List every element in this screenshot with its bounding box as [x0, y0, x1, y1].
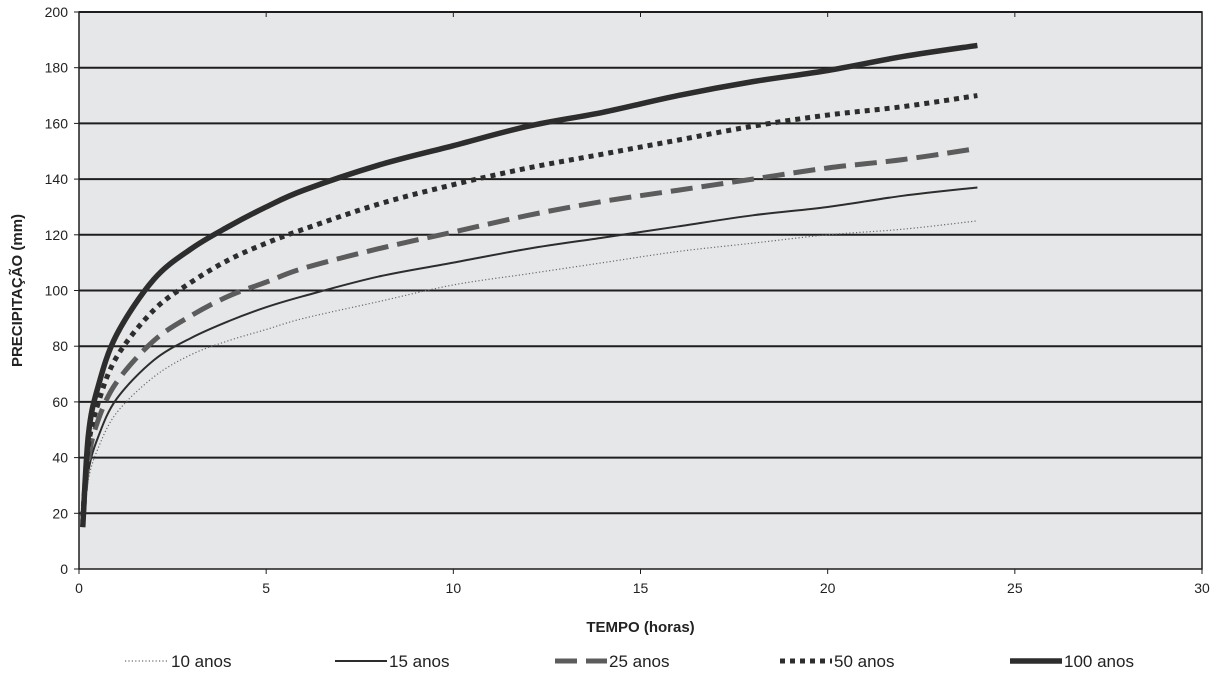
x-tick-label: 30: [1194, 580, 1210, 596]
x-tick-label: 25: [1007, 580, 1023, 596]
y-tick-label: 40: [52, 450, 68, 466]
y-tick-label: 80: [52, 338, 68, 354]
x-axis-title: TEMPO (horas): [586, 619, 694, 636]
series-line-3: [80, 145, 978, 522]
x-tick-label: 15: [633, 580, 649, 596]
x-tick-label: 20: [820, 580, 836, 596]
series-line-4: [80, 93, 978, 517]
series-layer: [79, 42, 978, 528]
series-line-5: [79, 42, 978, 528]
y-tick-label: 100: [45, 283, 69, 299]
x-tick-label: 5: [262, 580, 270, 596]
x-tick-label: 0: [75, 580, 83, 596]
tick-labels: 0 20 40 60 80 100 120 140 160 180 200 0 5 10 15 20 25 30: [45, 4, 1210, 596]
y-axis-title: PRECIPITAÇÃO (mm): [8, 214, 26, 367]
y-tick-label: 20: [52, 505, 68, 521]
y-tick-label: 180: [45, 60, 69, 76]
legend-label: 10 anos: [171, 652, 232, 671]
x-tick-label: 10: [446, 580, 462, 596]
legend-label: 15 anos: [389, 652, 450, 671]
y-tick-label: 160: [45, 115, 69, 131]
y-tick-label: 120: [45, 227, 69, 243]
legend: 10 anos 15 anos 25 anos 50 anos 100 anos: [125, 652, 1134, 671]
series-line-2: [81, 186, 978, 525]
y-tick-label: 0: [60, 561, 68, 577]
y-tick-label: 200: [45, 4, 69, 20]
legend-label: 25 anos: [609, 652, 670, 671]
y-tick-label: 60: [52, 394, 68, 410]
legend-label: 50 anos: [834, 652, 895, 671]
legend-label: 100 anos: [1064, 652, 1134, 671]
y-tick-label: 140: [45, 171, 69, 187]
axes: [74, 11, 1203, 574]
